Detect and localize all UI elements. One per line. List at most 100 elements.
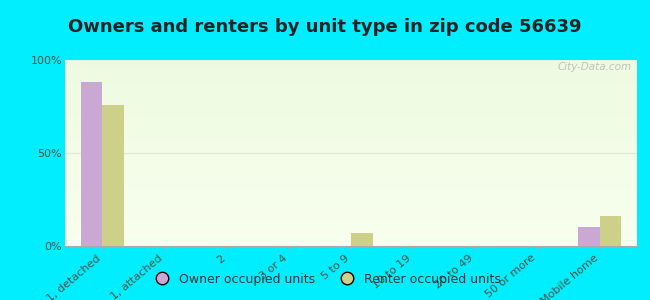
Bar: [65, 69, 637, 71]
Bar: [65, 203, 637, 205]
Bar: [65, 71, 637, 73]
Bar: [65, 127, 637, 129]
Bar: [65, 196, 637, 198]
Bar: [65, 200, 637, 201]
Bar: [65, 177, 637, 179]
Bar: [65, 153, 637, 155]
Bar: [65, 99, 637, 101]
Bar: [65, 233, 637, 235]
Bar: [65, 92, 637, 94]
Bar: [65, 94, 637, 95]
Bar: [65, 88, 637, 90]
Bar: [600, 216, 621, 246]
Bar: [65, 105, 637, 106]
Bar: [65, 149, 637, 151]
Bar: [81, 82, 102, 246]
Bar: [65, 240, 637, 242]
Bar: [65, 86, 637, 88]
Bar: [65, 97, 637, 99]
Bar: [65, 242, 637, 244]
Bar: [65, 108, 637, 110]
Legend: Owner occupied units, Renter occupied units: Owner occupied units, Renter occupied un…: [144, 268, 506, 291]
Bar: [65, 125, 637, 127]
Bar: [102, 105, 124, 246]
Bar: [65, 79, 637, 80]
Bar: [65, 80, 637, 82]
Bar: [65, 205, 637, 207]
Bar: [65, 146, 637, 147]
Bar: [65, 75, 637, 77]
Bar: [65, 192, 637, 194]
Bar: [65, 77, 637, 79]
Bar: [65, 103, 637, 105]
Bar: [65, 201, 637, 203]
Text: City-Data.com: City-Data.com: [557, 62, 631, 72]
Bar: [65, 157, 637, 159]
Bar: [65, 235, 637, 237]
Bar: [65, 231, 637, 233]
Bar: [65, 190, 637, 192]
Bar: [65, 194, 637, 196]
Bar: [65, 187, 637, 188]
Bar: [65, 166, 637, 168]
Bar: [65, 237, 637, 239]
Bar: [65, 119, 637, 122]
Bar: [65, 73, 637, 75]
Bar: [65, 155, 637, 157]
Bar: [65, 244, 637, 246]
Bar: [65, 62, 637, 64]
Bar: [65, 183, 637, 184]
Bar: [65, 168, 637, 170]
Bar: [65, 136, 637, 138]
Text: Owners and renters by unit type in zip code 56639: Owners and renters by unit type in zip c…: [68, 18, 582, 36]
Bar: [65, 212, 637, 214]
Bar: [65, 82, 637, 84]
Bar: [65, 220, 637, 222]
Bar: [65, 112, 637, 114]
Bar: [65, 211, 637, 212]
Bar: [65, 159, 637, 161]
Bar: [65, 222, 637, 224]
Bar: [65, 207, 637, 209]
Bar: [65, 95, 637, 97]
Bar: [65, 175, 637, 177]
Bar: [65, 116, 637, 118]
Bar: [65, 134, 637, 136]
Bar: [65, 144, 637, 146]
Bar: [65, 122, 637, 123]
Bar: [65, 181, 637, 183]
Bar: [65, 172, 637, 173]
Bar: [65, 214, 637, 216]
Bar: [65, 160, 637, 162]
Bar: [65, 162, 637, 164]
Bar: [65, 209, 637, 211]
Bar: [65, 238, 637, 240]
Bar: [351, 233, 372, 246]
Bar: [65, 133, 637, 134]
Bar: [65, 131, 637, 133]
Bar: [65, 218, 637, 220]
Bar: [65, 118, 637, 119]
Bar: [65, 226, 637, 227]
Bar: [65, 123, 637, 125]
Bar: [65, 198, 637, 200]
Bar: [65, 106, 637, 108]
Bar: [65, 216, 637, 218]
Bar: [65, 64, 637, 66]
Bar: [65, 60, 637, 62]
Bar: [65, 229, 637, 231]
Bar: [65, 179, 637, 181]
Bar: [65, 151, 637, 153]
Bar: [65, 147, 637, 149]
Bar: [65, 173, 637, 175]
Bar: [65, 101, 637, 103]
Bar: [65, 188, 637, 190]
Bar: [65, 129, 637, 131]
Bar: [578, 227, 600, 246]
Bar: [65, 84, 637, 86]
Bar: [65, 66, 637, 68]
Bar: [65, 68, 637, 69]
Bar: [65, 184, 637, 187]
Bar: [65, 164, 637, 166]
Bar: [65, 142, 637, 144]
